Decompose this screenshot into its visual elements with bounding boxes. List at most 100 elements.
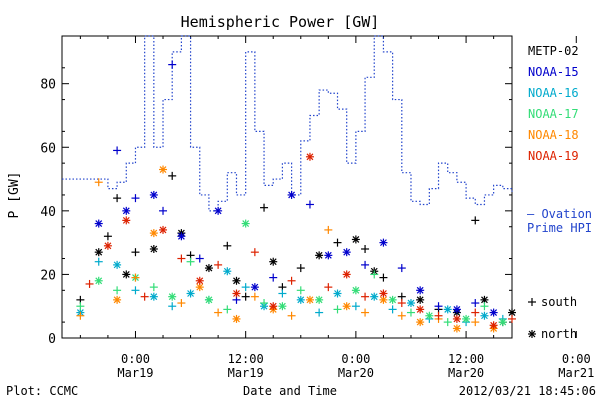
x-tick-date: Mar20 xyxy=(338,366,374,380)
data-point xyxy=(140,292,149,301)
series-noaa-18 xyxy=(76,165,498,333)
data-point xyxy=(241,283,250,292)
data-point xyxy=(241,292,250,301)
data-point xyxy=(177,232,186,241)
legend-marker-label: north xyxy=(541,327,577,341)
data-point xyxy=(379,238,388,247)
series-noaa-19 xyxy=(85,152,516,330)
data-point xyxy=(471,216,480,225)
data-point xyxy=(452,324,461,333)
data-point xyxy=(214,206,223,215)
data-point xyxy=(241,219,250,228)
data-point xyxy=(232,276,241,285)
data-point xyxy=(333,305,342,314)
data-point xyxy=(113,146,122,155)
data-point xyxy=(103,241,112,250)
data-point xyxy=(296,286,305,295)
data-point xyxy=(168,171,177,180)
legend-ovation-label: Prime HPI xyxy=(527,221,592,235)
data-point xyxy=(406,308,415,317)
data-point xyxy=(388,305,397,314)
data-point xyxy=(195,276,204,285)
data-point xyxy=(168,302,177,311)
data-point xyxy=(223,305,232,314)
data-point xyxy=(223,267,232,276)
data-point xyxy=(159,165,168,174)
data-point xyxy=(149,229,158,238)
data-point xyxy=(232,289,241,298)
data-points xyxy=(76,60,516,333)
series-metp-02 xyxy=(76,171,516,327)
legend-entry: NOAA-19 xyxy=(528,149,579,163)
legend-entry: NOAA-18 xyxy=(528,128,579,142)
data-point xyxy=(223,241,232,250)
y-axis-label: P [GW] xyxy=(7,172,22,219)
data-point xyxy=(508,308,516,317)
axes: 0204060800:00Mar1912:00Mar190:00Mar2012:… xyxy=(40,35,594,380)
data-point xyxy=(370,270,379,279)
data-point xyxy=(122,216,131,225)
data-point xyxy=(508,314,516,323)
y-tick-label: 40 xyxy=(40,205,56,220)
data-point xyxy=(434,311,443,320)
data-point xyxy=(214,308,223,317)
y-tick-label: 80 xyxy=(40,78,56,93)
legend-entry: METP-02 xyxy=(528,44,579,58)
data-point xyxy=(149,292,158,301)
data-point xyxy=(342,270,351,279)
data-point xyxy=(113,260,122,269)
data-point xyxy=(471,308,480,317)
data-point xyxy=(315,251,324,260)
data-point xyxy=(480,302,489,311)
x-tick-date: Mar19 xyxy=(117,366,153,380)
data-point xyxy=(361,308,370,317)
data-point xyxy=(361,244,370,253)
chart-title: Hemispheric Power [GW] xyxy=(181,13,380,31)
data-point xyxy=(269,273,278,282)
data-point xyxy=(351,286,360,295)
x-tick-date: Mar20 xyxy=(448,366,484,380)
data-point xyxy=(269,302,278,311)
data-point xyxy=(159,206,168,215)
data-point xyxy=(250,292,259,301)
data-point xyxy=(498,318,507,327)
data-point xyxy=(443,318,452,327)
legend: METP-02 NOAA-15 NOAA-16 NOAA-17 NOAA-18 NOAA-… xyxy=(527,44,592,341)
data-point xyxy=(186,257,195,266)
data-point xyxy=(480,311,489,320)
data-point xyxy=(168,292,177,301)
data-point xyxy=(471,299,480,308)
data-point xyxy=(122,270,131,279)
data-point xyxy=(489,321,498,330)
data-point xyxy=(94,257,103,266)
x-tick-time: 0:00 xyxy=(562,352,591,366)
ovation-hpi-line xyxy=(62,35,513,212)
data-point xyxy=(269,257,278,266)
data-point xyxy=(416,295,425,304)
legend-marker-north xyxy=(528,330,536,338)
footer-right: 2012/03/21 18:45:06 xyxy=(459,384,596,398)
data-point xyxy=(131,286,140,295)
legend-entry: NOAA-15 xyxy=(528,65,579,79)
data-point xyxy=(177,299,186,308)
data-point xyxy=(131,273,140,282)
series-noaa-17 xyxy=(76,219,507,327)
data-point xyxy=(287,190,296,199)
data-point xyxy=(195,254,204,263)
data-point xyxy=(168,60,177,69)
data-point xyxy=(397,299,406,308)
data-point xyxy=(131,248,140,257)
data-point xyxy=(416,286,425,295)
data-point xyxy=(76,302,85,311)
data-point xyxy=(324,251,333,260)
data-point xyxy=(462,314,471,323)
data-point xyxy=(159,225,168,234)
data-point xyxy=(351,302,360,311)
data-point xyxy=(113,286,122,295)
data-point xyxy=(397,311,406,320)
data-point xyxy=(434,302,443,311)
footer-left: Plot: CCMC xyxy=(6,384,78,398)
data-point xyxy=(85,279,94,288)
data-point xyxy=(452,305,461,314)
